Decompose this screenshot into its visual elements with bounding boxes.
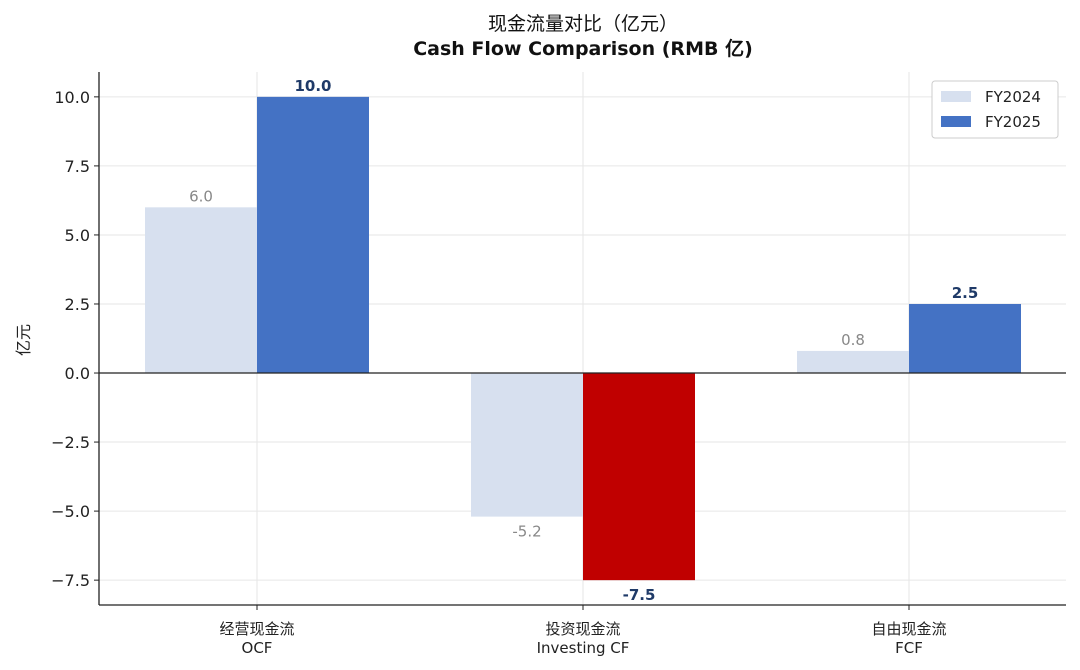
x-tick-label-zh: 经营现金流 — [219, 620, 294, 638]
y-tick-label: 2.5 — [65, 295, 90, 314]
bar-fy2024-2 — [471, 373, 583, 517]
y-tick-label: −7.5 — [51, 571, 90, 590]
x-tick-label-en: Investing CF — [537, 639, 630, 657]
value-label-fy2024-2: -5.2 — [512, 523, 541, 541]
y-tick-label: 5.0 — [65, 226, 90, 245]
y-tick-label: 0.0 — [65, 364, 90, 383]
bar-fy2025-3 — [909, 303, 1021, 374]
bar-fy2024-1 — [145, 207, 257, 374]
y-axis-label: 亿元 — [14, 324, 33, 356]
x-tick-label-zh: 自由现金流 — [871, 620, 946, 638]
x-tick-label-en: OCF — [242, 639, 273, 657]
value-label-fy2024-3: 0.8 — [841, 331, 865, 349]
bar-fy2025-1 — [257, 96, 369, 374]
legend: FY2024 FY2025 — [931, 80, 1059, 139]
bar-fy2025-2 — [583, 373, 695, 581]
y-tick-label: 7.5 — [65, 157, 90, 176]
x-tick-label-en: FCF — [895, 639, 923, 657]
y-tick-label: 10.0 — [54, 88, 90, 107]
chart-subtitle: Cash Flow Comparison (RMB 亿) — [413, 37, 753, 60]
value-label-fy2024-1: 6.0 — [189, 187, 213, 205]
legend-label-fy2024: FY2024 — [985, 88, 1041, 106]
y-tick-label: −5.0 — [51, 502, 90, 521]
bar-fy2024-3 — [797, 350, 909, 374]
legend-swatch-fy2025 — [941, 116, 971, 127]
value-label-fy2025-1: 10.0 — [294, 77, 331, 95]
y-tick-label: −2.5 — [51, 433, 90, 452]
chart-title: 现金流量对比（亿元） — [488, 13, 678, 35]
value-label-fy2025-3: 2.5 — [952, 284, 979, 302]
x-tick-label-zh: 投资现金流 — [545, 620, 620, 638]
plot-area: 6.0 -5.2 0.8 10.0 -7.5 2.5 10.0 7.5 5.0 2.5 0.0 −2.… — [51, 72, 1066, 657]
value-label-fy2025-2: -7.5 — [623, 586, 656, 604]
legend-label-fy2025: FY2025 — [985, 113, 1041, 131]
legend-swatch-fy2024 — [941, 91, 971, 102]
